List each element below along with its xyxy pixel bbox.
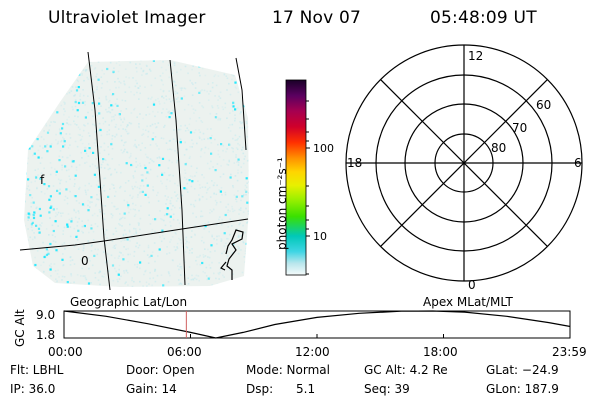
orbit-x-tick-2359: 23:59 (552, 346, 587, 358)
orbit-x-tick-1800: 18:00 (423, 346, 458, 358)
orbit-altitude-line (64, 311, 570, 338)
door-status: Door: Open (126, 364, 195, 376)
glat-status: GLat: −24.9 (486, 364, 559, 376)
orbit-x-tick-0600: 06:00 (167, 346, 202, 358)
orbit-x-tick-0000: 00:00 (48, 346, 83, 358)
filter-status: Flt: LBHL (10, 364, 63, 376)
seq-status: Seq: 39 (364, 383, 410, 395)
gain-status: Gain: 14 (126, 383, 177, 395)
ip-status: IP: 36.0 (10, 383, 55, 395)
dsp-status: Dsp: 5.1 (246, 383, 315, 395)
glon-status: GLon: 187.9 (486, 383, 559, 395)
mode-status: Mode: Normal (246, 364, 330, 376)
orbit-x-ticks (64, 334, 570, 338)
orbit-x-tick-1200: 12:00 (295, 346, 330, 358)
gc-alt-status: GC Alt: 4.2 Re (364, 364, 448, 376)
